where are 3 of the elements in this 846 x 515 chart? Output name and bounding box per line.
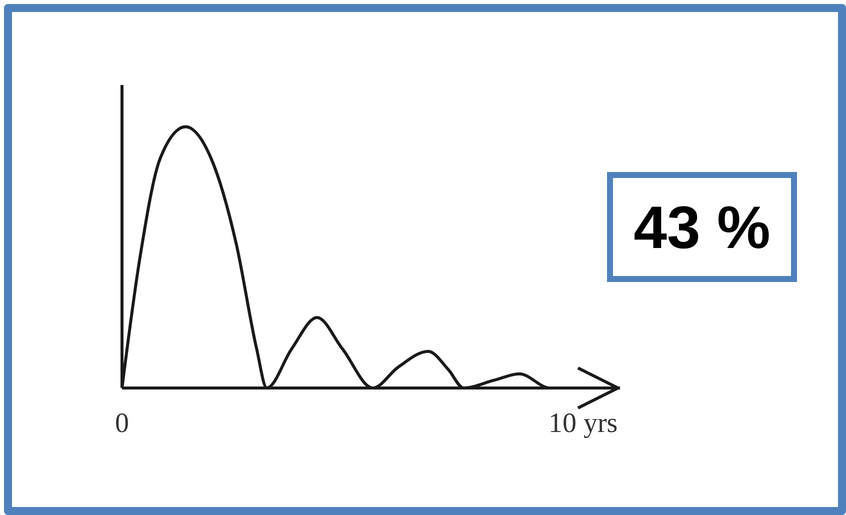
x-tick-label: 10 yrs — [548, 408, 618, 439]
text: 43 % — [607, 172, 797, 282]
x-tick-label: 0 — [115, 408, 129, 439]
